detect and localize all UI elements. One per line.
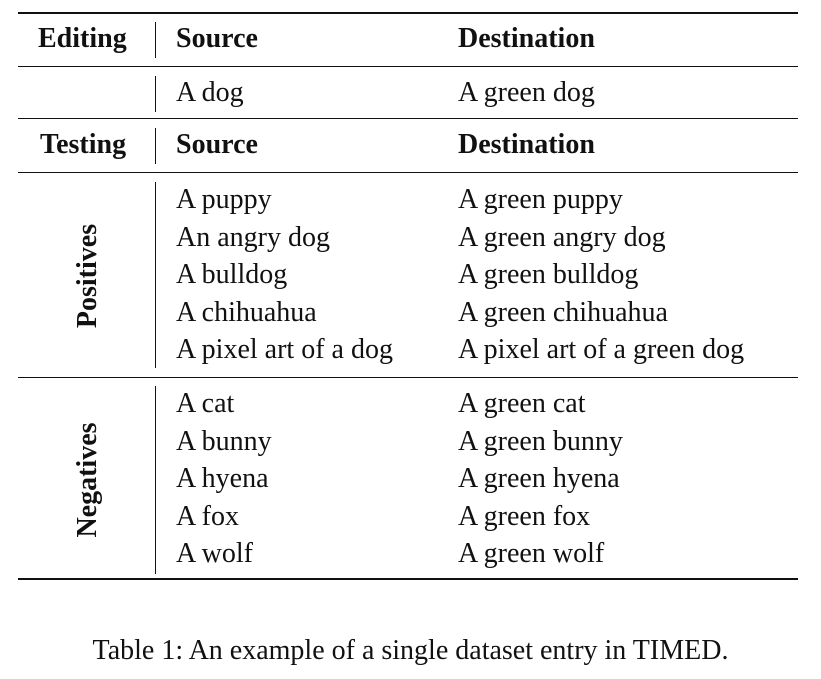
negative-destination-cell: A green bunny	[458, 425, 623, 457]
negatives-group-label: Negatives	[72, 422, 103, 538]
testing-destination-header: Destination	[458, 129, 595, 160]
negatives-destination-column: A green cat A green bunny A green hyena …	[458, 385, 623, 573]
positives-destination-column: A green puppy A green angry dog A green …	[458, 181, 744, 369]
negative-source-cell: A fox	[176, 500, 239, 532]
testing-header-separator	[155, 128, 156, 164]
editing-destination-header: Destination	[458, 23, 595, 54]
positive-destination-cell: A green chihuahua	[458, 296, 668, 328]
positive-source-cell: A chihuahua	[176, 296, 317, 328]
editing-header-separator	[155, 22, 156, 58]
negative-source-cell: A cat	[176, 388, 235, 419]
editing-header-rule	[18, 66, 798, 67]
table-top-rule	[18, 12, 798, 14]
editing-destination-cell: A green dog	[458, 77, 595, 108]
table-caption: Table 1: An example of a single dataset …	[92, 635, 729, 666]
testing-source-header: Source	[176, 129, 258, 160]
negative-destination-cell: A green cat	[458, 388, 586, 419]
positive-destination-cell: A green angry dog	[458, 221, 666, 253]
negative-source-cell: A bunny	[176, 425, 272, 457]
negatives-separator	[155, 386, 156, 574]
positive-source-cell: An angry dog	[176, 221, 330, 253]
negative-source-cell: A wolf	[176, 538, 253, 569]
positive-destination-cell: A pixel art of a green dog	[458, 334, 745, 365]
editing-source-cell: A dog	[176, 77, 244, 108]
positive-source-cell: A puppy	[176, 184, 272, 215]
editing-row-separator	[155, 76, 156, 112]
positives-group-label: Positives	[72, 223, 103, 329]
negative-destination-cell: A green fox	[458, 500, 591, 532]
negative-destination-cell: A green wolf	[458, 538, 605, 569]
testing-header-rule	[18, 172, 798, 173]
positive-destination-cell: A green bulldog	[458, 259, 639, 290]
editing-label: Editing	[38, 23, 127, 54]
positive-destination-cell: A green puppy	[458, 184, 623, 215]
negative-source-cell: A hyena	[176, 463, 269, 494]
negative-destination-cell: A green hyena	[458, 463, 620, 494]
positives-separator	[155, 182, 156, 368]
positive-source-cell: A pixel art of a dog	[176, 334, 393, 365]
negatives-source-column: A cat A bunny A hyena A fox A wolf	[176, 385, 272, 573]
table-bottom-rule	[18, 578, 798, 580]
positives-section-rule	[18, 377, 798, 378]
positive-source-cell: A bulldog	[176, 259, 288, 290]
editing-source-header: Source	[176, 23, 258, 54]
positives-source-column: A puppy An angry dog A bulldog A chihuah…	[176, 181, 393, 369]
testing-label: Testing	[40, 129, 127, 160]
editing-section-rule	[18, 118, 798, 119]
